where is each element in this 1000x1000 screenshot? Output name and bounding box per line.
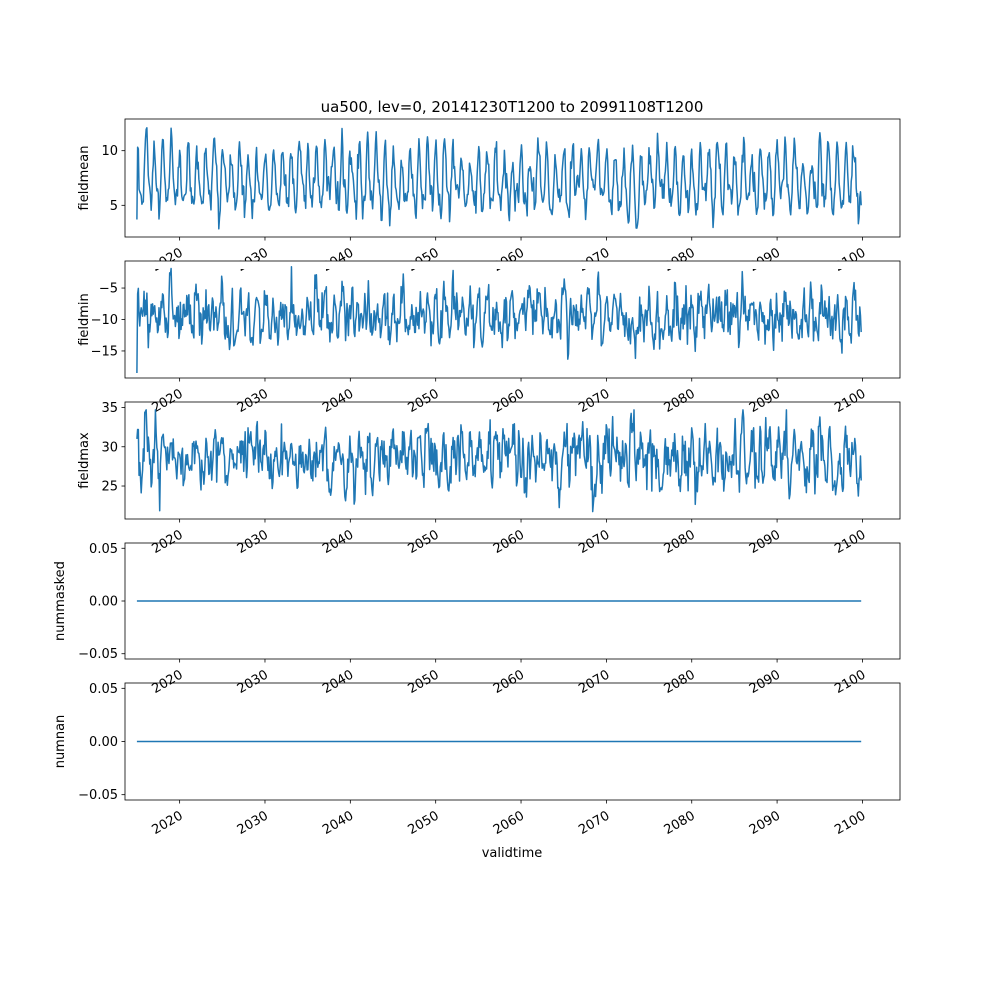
y-axis-label: numnan [53,715,68,769]
x-tick-label: 2070 [576,527,612,557]
x-tick-label: 2050 [406,527,442,557]
x-tick-label: 2100 [832,527,868,557]
x-tick-label: 2020 [149,808,185,838]
y-tick-label: 30 [101,440,118,455]
x-tick-label: 2050 [406,667,442,697]
x-tick-label: 2080 [662,808,698,838]
series-line-fieldmin [136,266,862,373]
y-tick-label: 35 [101,401,118,416]
chart-panel-numnan: −0.05 0.00 0.05 2020 2030 2040 2050 2060 2070 208… [53,682,901,838]
x-tick-label: 2040 [320,667,356,697]
y-tick-label: −0.05 [78,788,118,803]
y-tick-label: −15 [91,344,118,359]
x-tick-label: 2090 [747,808,783,838]
x-tick-label: 2040 [320,808,356,838]
overlap-mask [125,543,900,551]
y-axis-label: fieldmin [77,293,92,346]
y-tick-label: −5 [99,282,118,297]
x-tick-label: 2030 [235,808,271,838]
y-axis-label: fieldmax [77,432,92,489]
y-axis-label: nummasked [53,561,68,641]
x-tick-label: 2040 [320,386,356,416]
x-tick-label: 2030 [235,527,271,557]
x-tick-label: 2060 [491,245,527,275]
y-tick-label: −0.05 [78,647,118,662]
x-tick-label: 2020 [149,245,185,275]
chart-panel-fieldmax: 25 30 35 2020 2030 2040 2050 2060 2070 2080 2090 21… [77,401,901,557]
x-tick-label: 2080 [662,527,698,557]
overlap-mask [125,683,900,691]
x-tick-label: 2070 [576,808,612,838]
x-tick-label: 2040 [320,527,356,557]
overlap-mask [125,261,900,269]
x-tick-label: 2060 [491,808,527,838]
x-tick-label: 2020 [149,667,185,697]
x-tick-label: 2090 [747,527,783,557]
y-tick-label: −10 [91,313,118,328]
y-tick-label: 5 [110,199,118,214]
series-line-fieldmax [136,409,862,513]
x-tick-label: 2070 [576,245,612,275]
x-tick-label: 2050 [406,245,442,275]
y-axis-label: fieldmean [77,146,92,211]
axes-frame [124,260,901,379]
x-tick-label: 2090 [747,386,783,416]
y-tick-label: 0.05 [89,682,118,697]
x-tick-label: 2030 [235,245,271,275]
y-tick-label: 0.05 [89,542,118,557]
x-tick-label: 2030 [235,667,271,697]
x-tick-label: 2100 [832,245,868,275]
x-tick-label: 2100 [832,808,868,838]
x-tick-label: 2090 [747,245,783,275]
x-tick-label: 2090 [747,667,783,697]
x-tick-label: 2050 [406,808,442,838]
chart-panel-nummasked: −0.05 0.00 0.05 2020 2030 2040 2050 2060 2070 208… [53,542,901,697]
x-tick-label: 2080 [662,386,698,416]
x-tick-label: 2070 [576,667,612,697]
chart-panel-fieldmean: 5 10 2020 2030 2040 2050 2060 2070 2080 2090 2100 f… [77,118,901,275]
x-tick-label: 2100 [832,667,868,697]
y-tick-label: 25 [101,480,118,495]
y-tick-label: 10 [101,144,118,159]
series-line-fieldmean [136,127,862,230]
x-tick-label: 2060 [491,527,527,557]
y-tick-label: 0.00 [89,595,118,610]
axes-frame [124,118,901,238]
figure-title: ua500, lev=0, 20141230T1200 to 20991108T… [321,98,704,116]
x-tick-label: 2060 [491,386,527,416]
x-tick-label: 2100 [832,386,868,416]
x-axis-label: validtime [482,846,543,861]
x-tick-label: 2070 [576,386,612,416]
axes-frame [124,401,901,520]
x-tick-label: 2080 [662,245,698,275]
x-tick-label: 2080 [662,667,698,697]
overlap-mask [125,402,900,410]
x-tick-label: 2040 [320,245,356,275]
x-tick-label: 2050 [406,386,442,416]
x-tick-label: 2060 [491,667,527,697]
y-tick-label: 0.00 [89,735,118,750]
x-tick-label: 2030 [235,386,271,416]
x-tick-label: 2020 [149,527,185,557]
